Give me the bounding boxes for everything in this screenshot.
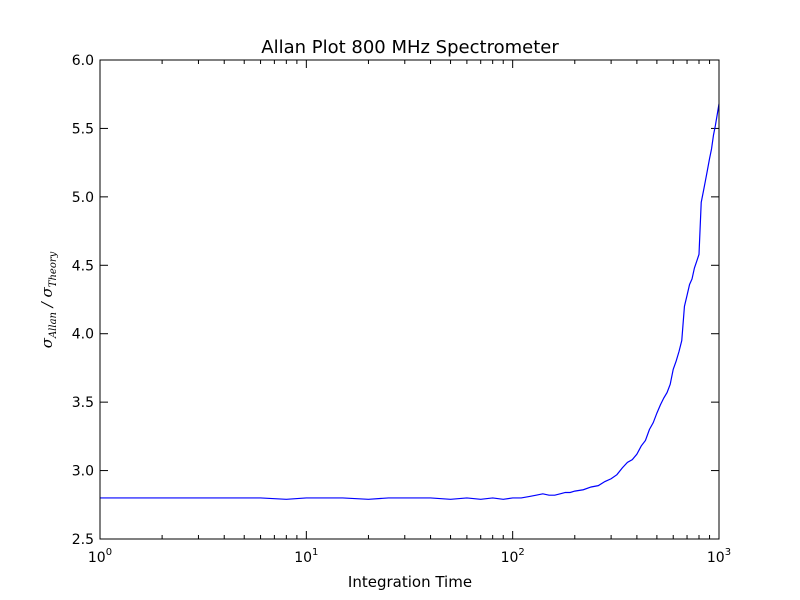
- plot-frame: [99, 59, 720, 540]
- x-tick-base: 10: [294, 550, 312, 566]
- y-tick-label: 6.0: [72, 53, 94, 69]
- y-tick-label: 5.5: [72, 121, 94, 137]
- y-tick-label: 5.0: [72, 190, 94, 206]
- x-tick-label: 103: [707, 547, 731, 566]
- x-axis-label: Integration Time: [348, 573, 472, 591]
- chart-title: Allan Plot 800 MHz Spectrometer: [261, 37, 559, 58]
- x-tick-base: 10: [707, 550, 725, 566]
- series-line: [100, 103, 720, 500]
- x-tick-labels: 100 101 102 103: [88, 547, 731, 566]
- y-label-sigma-allan: σ: [38, 337, 56, 348]
- x-tick-label: 102: [501, 547, 525, 566]
- y-axis-label: σAllan / σTheory: [38, 251, 59, 348]
- y-tick-label: 4.5: [72, 258, 94, 274]
- x-tick-base: 10: [501, 550, 519, 566]
- x-tick-label: 100: [88, 547, 112, 566]
- x-tick-exponent: 1: [312, 547, 318, 558]
- y-tick-label: 2.5: [72, 532, 94, 548]
- y-label-separator: /: [38, 297, 56, 312]
- y-tick-labels: 2.5 3.0 3.5 4.0 4.5 5.0 5.5 6.0: [72, 53, 94, 548]
- y-label-sub-allan: Allan: [48, 312, 59, 339]
- x-tick-exponent: 2: [518, 547, 524, 558]
- x-tick-exponent: 0: [106, 547, 112, 558]
- y-tick-label: 4.0: [72, 327, 94, 343]
- plot-area: [100, 60, 719, 539]
- x-tick-base: 10: [88, 550, 106, 566]
- y-label-sigma-theory: σ: [38, 286, 56, 297]
- x-tick-exponent: 3: [725, 547, 731, 558]
- y-label-sub-theory: Theory: [48, 251, 59, 287]
- y-tick-label: 3.0: [72, 464, 94, 480]
- x-tick-label: 101: [294, 547, 318, 566]
- y-tick-label: 3.5: [72, 395, 94, 411]
